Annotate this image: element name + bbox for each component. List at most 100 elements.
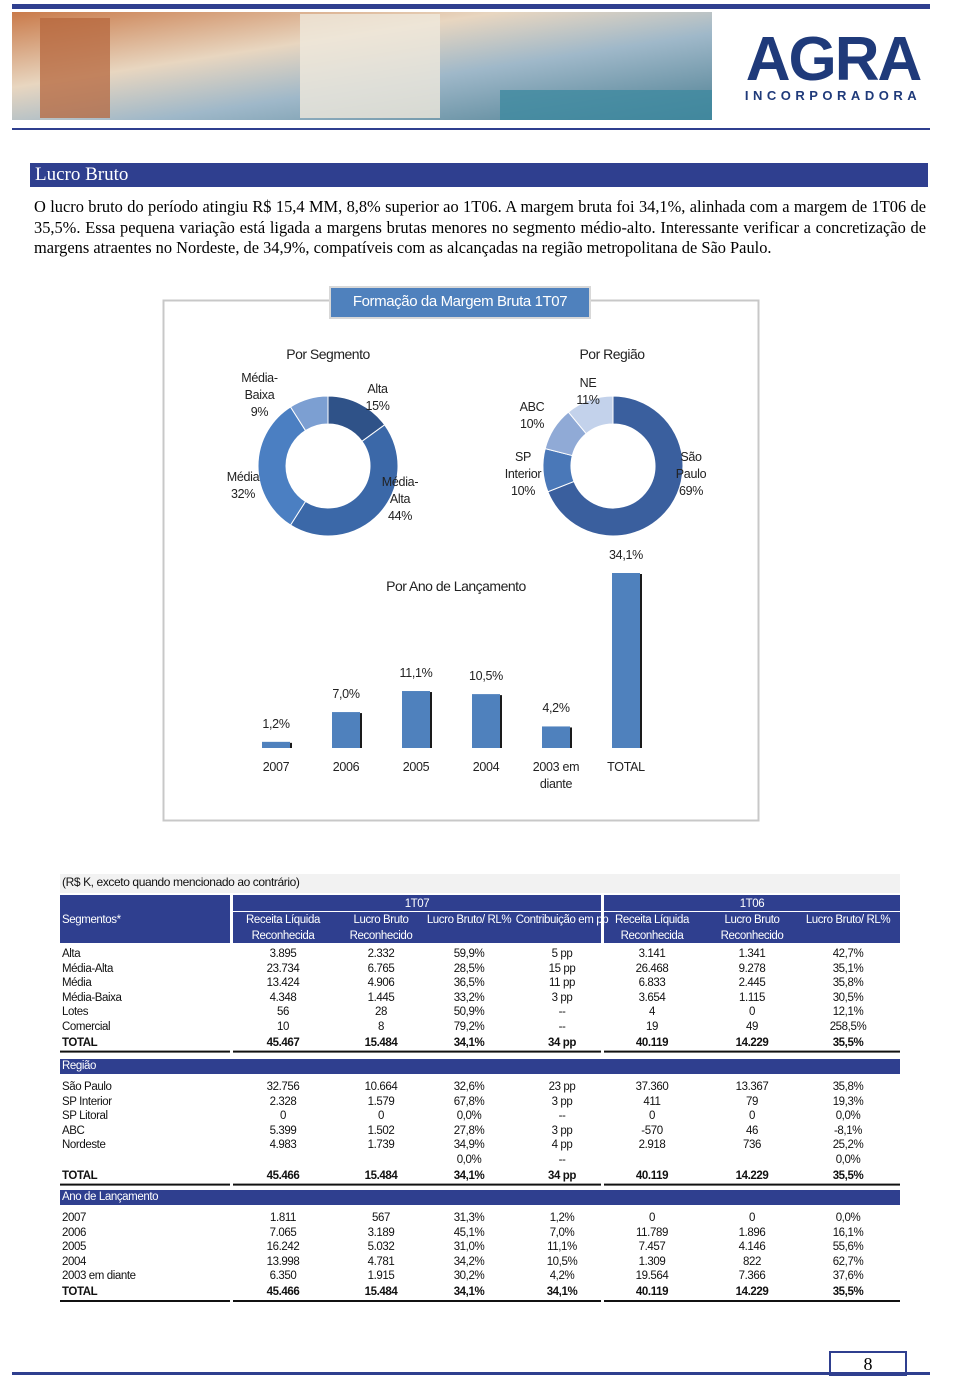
table-cell: 34 pp bbox=[547, 1036, 577, 1049]
slice-value: 69% bbox=[678, 484, 704, 498]
bar-value-label: 11,1% bbox=[399, 666, 433, 681]
logo: AGRA bbox=[745, 25, 923, 94]
table-cell: 2.445 bbox=[738, 977, 766, 990]
chart-panel bbox=[162, 299, 760, 822]
table-cell: 0,0% bbox=[456, 1154, 482, 1166]
table-cell: 23 pp bbox=[548, 1081, 576, 1093]
table-cell: 5 pp bbox=[551, 948, 573, 960]
bar-value-label: 10,5% bbox=[469, 669, 503, 684]
bar-category: 2007 bbox=[262, 760, 290, 774]
bar bbox=[612, 573, 640, 748]
slice-category: Média-Alta bbox=[381, 475, 419, 506]
table-cell: 13.367 bbox=[735, 1081, 769, 1093]
table-cell: 0 bbox=[280, 1110, 286, 1123]
table-cell: 15.484 bbox=[364, 1169, 398, 1182]
donut-slice bbox=[567, 395, 614, 435]
table-cell: 8 bbox=[378, 1021, 384, 1033]
table-cell: 7.065 bbox=[269, 1226, 297, 1239]
total-rule bbox=[233, 1183, 601, 1186]
table-cell: 6.350 bbox=[269, 1270, 297, 1283]
table-cell: 16,1% bbox=[832, 1226, 864, 1239]
header-divider bbox=[601, 895, 604, 943]
table-cell: 50,9% bbox=[453, 1006, 485, 1019]
caption-bar bbox=[60, 874, 900, 893]
table-cell: 45.466 bbox=[266, 1169, 300, 1182]
table-cell: 45.466 bbox=[266, 1286, 300, 1298]
top-rule bbox=[12, 4, 930, 9]
table-cell: 4 bbox=[649, 1006, 655, 1019]
slice-label: ABC 10% bbox=[506, 399, 558, 433]
donut-slice bbox=[289, 395, 329, 432]
page-number: 8 bbox=[863, 1354, 873, 1374]
table-cell: 4.906 bbox=[367, 977, 395, 990]
bar-category: 2005 bbox=[402, 760, 430, 774]
table-cell: 1.739 bbox=[367, 1139, 395, 1152]
table-cell: 35,5% bbox=[832, 1036, 864, 1049]
table-cell: 3 pp bbox=[551, 991, 573, 1004]
table-group: 1T07 bbox=[404, 898, 430, 910]
table-cell: 14.229 bbox=[735, 1036, 769, 1049]
table-cell: 45,1% bbox=[453, 1226, 485, 1239]
table-cell: 34,1% bbox=[453, 1169, 485, 1182]
table-cell: 567 bbox=[372, 1212, 390, 1224]
table-cell: 15.484 bbox=[364, 1036, 398, 1049]
table-cell: 2007 bbox=[62, 1212, 86, 1224]
slice-label: Média-Baixa 9% bbox=[232, 370, 287, 421]
table-cell: 1.579 bbox=[367, 1095, 395, 1108]
section-title: Lucro Bruto bbox=[35, 164, 129, 185]
table-column-header: Lucro Bruto Reconhecido bbox=[349, 914, 413, 942]
table-cell: 3.141 bbox=[638, 948, 666, 960]
table-cell: -- bbox=[558, 1110, 566, 1123]
table-cell: 11,1% bbox=[547, 1241, 577, 1254]
table-cell: 31,3% bbox=[453, 1212, 485, 1224]
total-rule bbox=[604, 1183, 900, 1186]
table-cell: 40.119 bbox=[635, 1169, 669, 1182]
table-column-header: Receita Líquida Reconhecida bbox=[615, 914, 689, 942]
table-cell: 27,8% bbox=[453, 1124, 485, 1137]
table-cell: 42,7% bbox=[832, 948, 864, 960]
table-cell: 2006 bbox=[62, 1226, 86, 1239]
table-header-bar bbox=[60, 895, 900, 943]
table-cell: 3.654 bbox=[638, 991, 666, 1004]
table-cell: 13.998 bbox=[266, 1255, 300, 1268]
table-cell: 40.119 bbox=[635, 1036, 669, 1049]
table-cell: 19 bbox=[646, 1021, 658, 1033]
table-cell: 12,1% bbox=[832, 1006, 864, 1019]
chart-panel-title: Formação da Margem Bruta 1T07 bbox=[352, 293, 568, 310]
table-cell: 45.467 bbox=[266, 1036, 300, 1049]
table-cell: 1.341 bbox=[738, 948, 766, 960]
section-bar bbox=[30, 163, 928, 187]
table-cell: 28,5% bbox=[453, 962, 485, 975]
slice-category: Média-Baixa bbox=[241, 371, 278, 402]
chart-panel-tab bbox=[329, 286, 591, 319]
table-cell: 0 bbox=[378, 1110, 384, 1123]
table-cell: 40.119 bbox=[635, 1286, 669, 1298]
table-cell: 28 bbox=[375, 1006, 387, 1019]
table-cell: 4,2% bbox=[549, 1270, 575, 1283]
table-cell: 6.833 bbox=[638, 977, 666, 990]
slice-value: 32% bbox=[230, 487, 256, 501]
bar bbox=[332, 712, 360, 748]
table-cell: Nordeste bbox=[62, 1139, 106, 1152]
bar bbox=[472, 694, 500, 748]
table-cell: 35,1% bbox=[832, 962, 864, 975]
table-cell: 37,6% bbox=[832, 1270, 864, 1283]
table-cell: Média-Baixa bbox=[62, 991, 122, 1004]
table-group: 1T06 bbox=[739, 898, 765, 910]
table-cell: 4 pp bbox=[551, 1139, 573, 1152]
bar-category: TOTAL bbox=[607, 760, 645, 774]
table-cell: 3.189 bbox=[367, 1226, 395, 1239]
bar-value-label: 1,2% bbox=[262, 716, 290, 731]
table-cell: 35,5% bbox=[832, 1286, 864, 1298]
table-column-header: Receita Líquida Reconhecida bbox=[246, 914, 320, 942]
table-cell: 10 bbox=[277, 1021, 289, 1033]
section-header-bar bbox=[60, 1190, 900, 1205]
table-cell: 46 bbox=[746, 1124, 758, 1137]
table-cell: 15.484 bbox=[364, 1286, 398, 1298]
table-cell: 1.896 bbox=[738, 1226, 766, 1239]
paragraph: O lucro bruto do período atingiu R$ 15,4… bbox=[34, 197, 926, 258]
table-cell: 4.983 bbox=[269, 1139, 297, 1152]
table-cell: 0,0% bbox=[456, 1110, 482, 1123]
header-divider bbox=[230, 895, 233, 943]
